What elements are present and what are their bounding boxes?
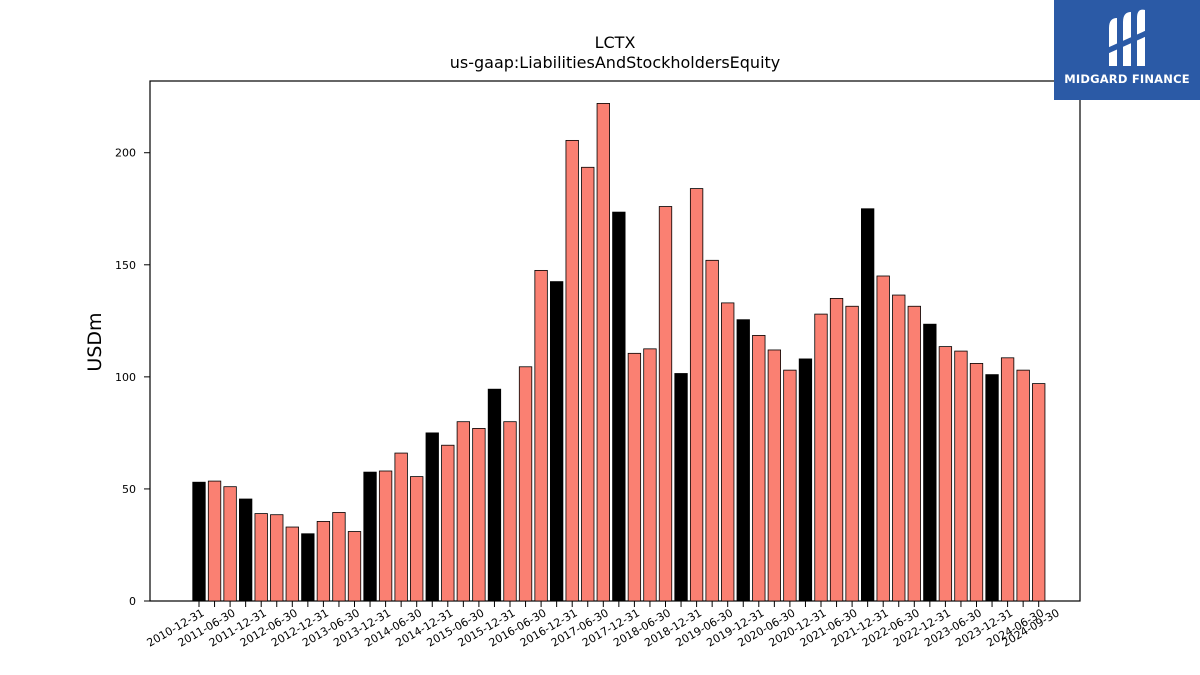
- bar: [892, 294, 906, 602]
- bar: [192, 481, 206, 602]
- bar: [472, 428, 486, 602]
- bar: [238, 498, 253, 602]
- bar: [316, 521, 331, 602]
- bar: [425, 432, 439, 602]
- bar: [347, 531, 362, 602]
- bar: [721, 302, 735, 602]
- bar: [581, 166, 595, 602]
- bar: [285, 526, 299, 602]
- bar: [410, 476, 424, 602]
- bar: [254, 513, 268, 602]
- bar: [1000, 357, 1015, 602]
- bar: [627, 352, 642, 602]
- bar: [332, 512, 346, 602]
- bar: [783, 369, 797, 602]
- y-tick-label: 200: [115, 147, 136, 160]
- bar: [985, 374, 999, 602]
- bar: [705, 259, 719, 602]
- bar: [612, 211, 626, 602]
- logo-text: MIDGARD FINANCE: [1064, 72, 1190, 86]
- y-tick-label: 100: [115, 371, 136, 384]
- bar: [689, 188, 704, 602]
- chart-title: LCTX: [595, 33, 636, 52]
- y-tick-label: 150: [115, 259, 136, 272]
- bar: [596, 103, 610, 602]
- midgard-logo-icon: [1107, 9, 1147, 66]
- bar: [487, 388, 502, 602]
- bar: [876, 275, 890, 602]
- bar: [845, 305, 859, 602]
- bar: [270, 514, 284, 602]
- bar: [954, 350, 968, 602]
- bar: [207, 480, 222, 602]
- bar: [518, 366, 533, 602]
- bar: [363, 471, 377, 602]
- bar: [503, 421, 517, 602]
- bar: [223, 486, 237, 602]
- bar: [861, 208, 875, 602]
- bars-group: [192, 103, 1046, 602]
- bar: [378, 470, 393, 602]
- bar: [565, 139, 579, 602]
- bar: [752, 334, 766, 602]
- bar: [643, 348, 657, 602]
- bar: [814, 313, 828, 602]
- bar: [301, 533, 315, 602]
- bar: [1016, 369, 1030, 602]
- bar: [441, 444, 455, 602]
- bar: [798, 358, 813, 602]
- bar: [829, 298, 844, 602]
- y-axis-label: USDm: [84, 312, 106, 371]
- bar: [767, 349, 781, 602]
- bar: [1032, 383, 1046, 602]
- bar: [674, 373, 688, 602]
- midgard-finance-logo: MIDGARD FINANCE: [1054, 0, 1200, 100]
- bar: [736, 319, 750, 602]
- y-axis: 0 50 100 150 200: [115, 147, 150, 608]
- bar: [658, 206, 673, 602]
- bar: [394, 452, 408, 602]
- y-tick-label: 0: [129, 595, 136, 608]
- bar: [534, 269, 548, 602]
- y-tick-label: 50: [122, 483, 136, 496]
- bar: [923, 323, 937, 602]
- x-axis: 2010-12-312011-06-302011-12-312012-06-30…: [145, 601, 1062, 650]
- bar: [456, 421, 471, 602]
- bar: [550, 281, 564, 602]
- bar: [907, 305, 921, 602]
- bar: [969, 363, 984, 602]
- bar: [938, 346, 953, 602]
- chart-subtitle: us-gaap:LiabilitiesAndStockholdersEquity: [450, 53, 781, 72]
